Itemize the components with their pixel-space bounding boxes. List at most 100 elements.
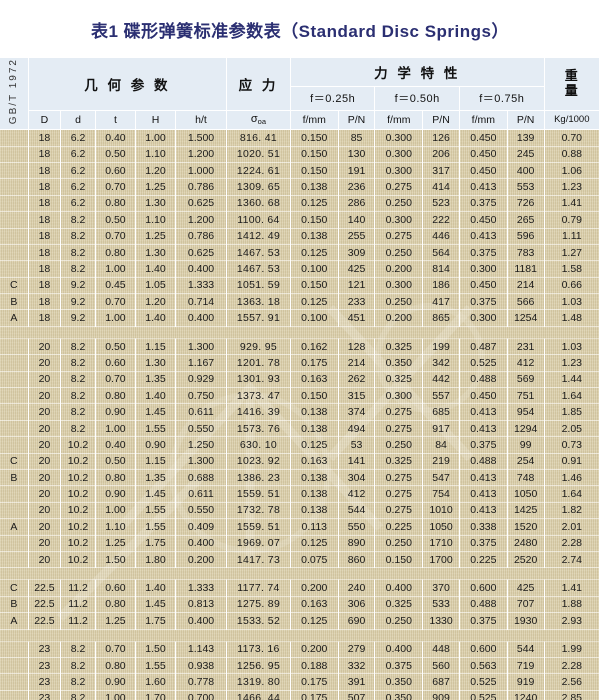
cell-p50: 442 [422, 371, 460, 389]
cell-t: 1.25 [95, 535, 136, 552]
table-row[interactable]: B 20 10.2 0.80 1.35 0.688 1386. 23 0.138 304 0.27… [0, 469, 600, 487]
cell-p75: 99 [507, 436, 545, 454]
cell-D: 23 [28, 657, 62, 675]
table-row[interactable]: C 18 9.2 0.45 1.05 1.333 1051. 59 0.150 121 0.300… [0, 277, 600, 295]
cell-p75: 2520 [507, 551, 545, 569]
cell-w: 2.56 [544, 673, 600, 691]
table-row[interactable]: 23 8.2 0.80 1.55 0.938 1256. 95 0.188 332 0.375 5… [0, 657, 600, 675]
cell-f50: 0.300 [374, 162, 424, 180]
table-row[interactable]: 18 8.2 0.80 1.30 0.625 1467. 53 0.125 309 0.250 5… [0, 244, 600, 262]
table-row[interactable]: A 20 10.2 1.10 1.55 0.409 1559. 51 0.113 550 0.22… [0, 518, 600, 536]
cell-f25: 0.138 [290, 178, 339, 196]
cell-series [0, 146, 29, 163]
cell-series [0, 228, 29, 245]
cell-f25: 0.150 [290, 211, 339, 229]
cell-w: 1.99 [544, 641, 600, 658]
cell-w: 1.58 [544, 260, 600, 278]
cell-p25: 890 [338, 535, 376, 552]
cell-p75: 919 [507, 673, 545, 691]
cell-p25: 141 [338, 453, 376, 471]
cell-series [0, 211, 29, 229]
cell-f75: 0.525 [459, 690, 508, 700]
cell-t: 0.80 [95, 469, 136, 487]
table-row[interactable]: 23 8.2 1.00 1.70 0.700 1466. 44 0.175 507 0.350 9… [0, 690, 600, 700]
cell-f75: 0.413 [459, 502, 508, 520]
cell-H: 1.05 [135, 277, 177, 295]
cell-p25: 53 [338, 436, 376, 454]
cell-ht: 0.200 [175, 551, 227, 569]
cell-d: 6.2 [60, 146, 96, 163]
table-row[interactable]: 20 10.2 1.50 1.80 0.200 1417. 73 0.075 860 0.150… [0, 551, 600, 569]
table-row[interactable]: 20 8.2 0.70 1.35 0.929 1301. 93 0.163 262 0.325 4… [0, 371, 600, 389]
cell-series: A [0, 612, 29, 630]
table-row[interactable]: 20 10.2 1.25 1.75 0.400 1969. 07 0.125 890 0.250… [0, 535, 600, 552]
cell-d: 10.2 [60, 469, 96, 487]
cell-w: 1.82 [544, 502, 600, 520]
table-row[interactable]: 20 8.2 0.90 1.45 0.611 1416. 39 0.138 374 0.275 6… [0, 403, 600, 421]
table-row[interactable]: 18 6.2 0.40 1.00 1.500 816. 41 0.150 85 0.300 126… [0, 129, 600, 147]
cell-f25: 0.100 [290, 309, 339, 327]
header-col-P25: P/N [338, 110, 376, 131]
cell-ht: 0.611 [175, 485, 227, 503]
table-row[interactable]: B 22.5 11.2 0.80 1.45 0.813 1275. 89 0.163 306 0.… [0, 596, 600, 614]
cell-series [0, 403, 29, 421]
cell-t: 0.90 [95, 485, 136, 503]
table-row[interactable]: 20 8.2 0.60 1.30 1.167 1201. 78 0.175 214 0.350 3… [0, 354, 600, 372]
cell-t: 1.50 [95, 551, 136, 569]
cell-ht: 0.700 [175, 690, 227, 700]
table-row[interactable]: 20 10.2 0.40 0.90 1.250 630. 10 0.125 53 0.250 84… [0, 436, 600, 454]
table-row[interactable]: 18 6.2 0.80 1.30 0.625 1360. 68 0.125 286 0.250 5… [0, 195, 600, 213]
table-row[interactable]: 18 8.2 0.50 1.10 1.200 1100. 64 0.150 140 0.300 2… [0, 211, 600, 229]
cell-p25: 550 [338, 518, 376, 536]
cell-f50: 0.250 [374, 612, 424, 630]
cell-t: 0.50 [95, 211, 136, 229]
cell-f75: 0.413 [459, 485, 508, 503]
cell-p25: 286 [338, 195, 376, 213]
table-row[interactable]: 20 8.2 1.00 1.55 0.550 1573. 76 0.138 494 0.275 9… [0, 420, 600, 438]
table-row[interactable]: B 18 9.2 0.70 1.20 0.714 1363. 18 0.125 233 0.250… [0, 293, 600, 311]
table-row[interactable]: A 22.5 11.2 1.25 1.75 0.400 1533. 52 0.125 690 0.… [0, 612, 600, 630]
cell-f25: 0.188 [290, 657, 339, 675]
sigma-subscript: oa [257, 117, 267, 127]
table-row[interactable]: 18 6.2 0.50 1.10 1.200 1020. 51 0.150 130 0.300 2… [0, 146, 600, 163]
cell-p25: 279 [338, 641, 376, 658]
table-row[interactable]: 18 6.2 0.70 1.25 0.786 1309. 65 0.138 236 0.275 4… [0, 178, 600, 196]
header-deflection-75: f＝0.75h [459, 86, 545, 111]
table-row[interactable]: 18 6.2 0.60 1.20 1.000 1224. 61 0.150 191 0.300 3… [0, 162, 600, 180]
table-row[interactable]: 20 8.2 0.50 1.15 1.300 929. 95 0.162 128 0.325 19… [0, 338, 600, 356]
table-row[interactable]: 20 8.2 0.80 1.40 0.750 1373. 47 0.150 315 0.300 5… [0, 387, 600, 405]
cell-f50: 0.400 [374, 579, 424, 597]
cell-f50: 0.250 [374, 195, 424, 213]
cell-D: 23 [28, 673, 62, 691]
cell-f75: 0.413 [459, 228, 508, 245]
cell-ht: 0.611 [175, 403, 227, 421]
cell-series: A [0, 518, 29, 536]
cell-w: 0.91 [544, 453, 600, 471]
header-deflection-50: f＝0.50h [374, 86, 460, 111]
cell-w: 1.27 [544, 244, 600, 262]
table-row[interactable]: 20 10.2 0.90 1.45 0.611 1559. 51 0.138 412 0.275… [0, 485, 600, 503]
table-row[interactable]: C 20 10.2 0.50 1.15 1.300 1023. 92 0.163 141 0.32… [0, 453, 600, 471]
cell-p75: 400 [507, 162, 545, 180]
cell-series: B [0, 596, 29, 614]
cell-d: 8.2 [60, 387, 96, 405]
cell-sigma: 1173. 16 [226, 641, 291, 658]
cell-p25: 191 [338, 162, 376, 180]
cell-series [0, 502, 29, 520]
table-row[interactable]: 20 10.2 1.00 1.55 0.550 1732. 78 0.138 544 0.275… [0, 502, 600, 520]
cell-d: 8.2 [60, 673, 96, 691]
table-body: 18 6.2 0.40 1.00 1.500 816. 41 0.150 85 0.300 126… [0, 129, 600, 700]
cell-f25: 0.200 [290, 641, 339, 658]
header-col-t: t [95, 110, 136, 131]
cell-f25: 0.125 [290, 293, 339, 311]
table-row[interactable]: 18 8.2 1.00 1.40 0.400 1467. 53 0.100 425 0.200 8… [0, 260, 600, 278]
table-row[interactable]: C 22.5 11.2 0.60 1.40 1.333 1177. 74 0.200 240 0.… [0, 579, 600, 597]
header-weight-line2: 量 [564, 82, 579, 98]
table-row[interactable]: 23 8.2 0.90 1.60 0.778 1319. 80 0.175 391 0.350 6… [0, 673, 600, 691]
table-row[interactable]: A 18 9.2 1.00 1.40 0.400 1557. 91 0.100 451 0.200… [0, 309, 600, 327]
cell-f50: 0.275 [374, 178, 424, 196]
table-row[interactable]: 18 8.2 0.70 1.25 0.786 1412. 49 0.138 255 0.275 4… [0, 228, 600, 245]
cell-series: B [0, 469, 29, 487]
table-row[interactable]: 23 8.2 0.70 1.50 1.143 1173. 16 0.200 279 0.400 4… [0, 641, 600, 658]
cell-sigma: 1360. 68 [226, 195, 291, 213]
